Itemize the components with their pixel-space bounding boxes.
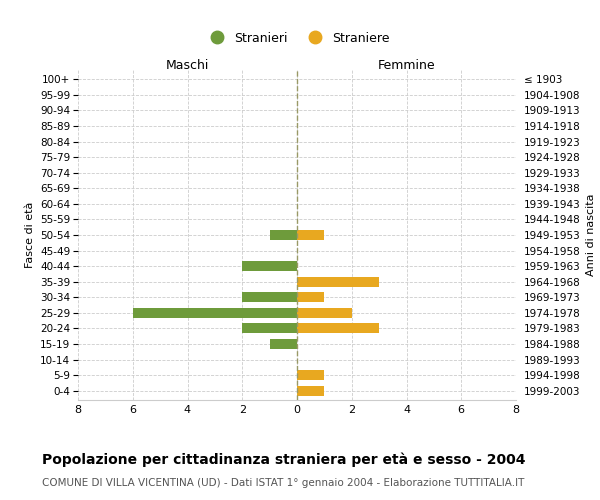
Bar	[242, 261, 297, 271]
Bar	[297, 230, 325, 240]
Text: Femmine: Femmine	[377, 58, 436, 71]
Text: Maschi: Maschi	[166, 58, 209, 71]
Bar	[297, 292, 325, 302]
Bar	[269, 339, 297, 349]
Bar	[297, 308, 352, 318]
Bar	[297, 276, 379, 287]
Bar	[297, 324, 379, 334]
Text: Popolazione per cittadinanza straniera per età e sesso - 2004: Popolazione per cittadinanza straniera p…	[42, 452, 526, 467]
Bar	[297, 370, 325, 380]
Y-axis label: Fasce di età: Fasce di età	[25, 202, 35, 268]
Text: COMUNE DI VILLA VICENTINA (UD) - Dati ISTAT 1° gennaio 2004 - Elaborazione TUTTI: COMUNE DI VILLA VICENTINA (UD) - Dati IS…	[42, 478, 524, 488]
Legend: Stranieri, Straniere: Stranieri, Straniere	[199, 26, 395, 50]
Bar	[242, 292, 297, 302]
Bar	[269, 230, 297, 240]
Bar	[242, 324, 297, 334]
Y-axis label: Anni di nascita: Anni di nascita	[586, 194, 596, 276]
Bar	[133, 308, 297, 318]
Bar	[297, 386, 325, 396]
